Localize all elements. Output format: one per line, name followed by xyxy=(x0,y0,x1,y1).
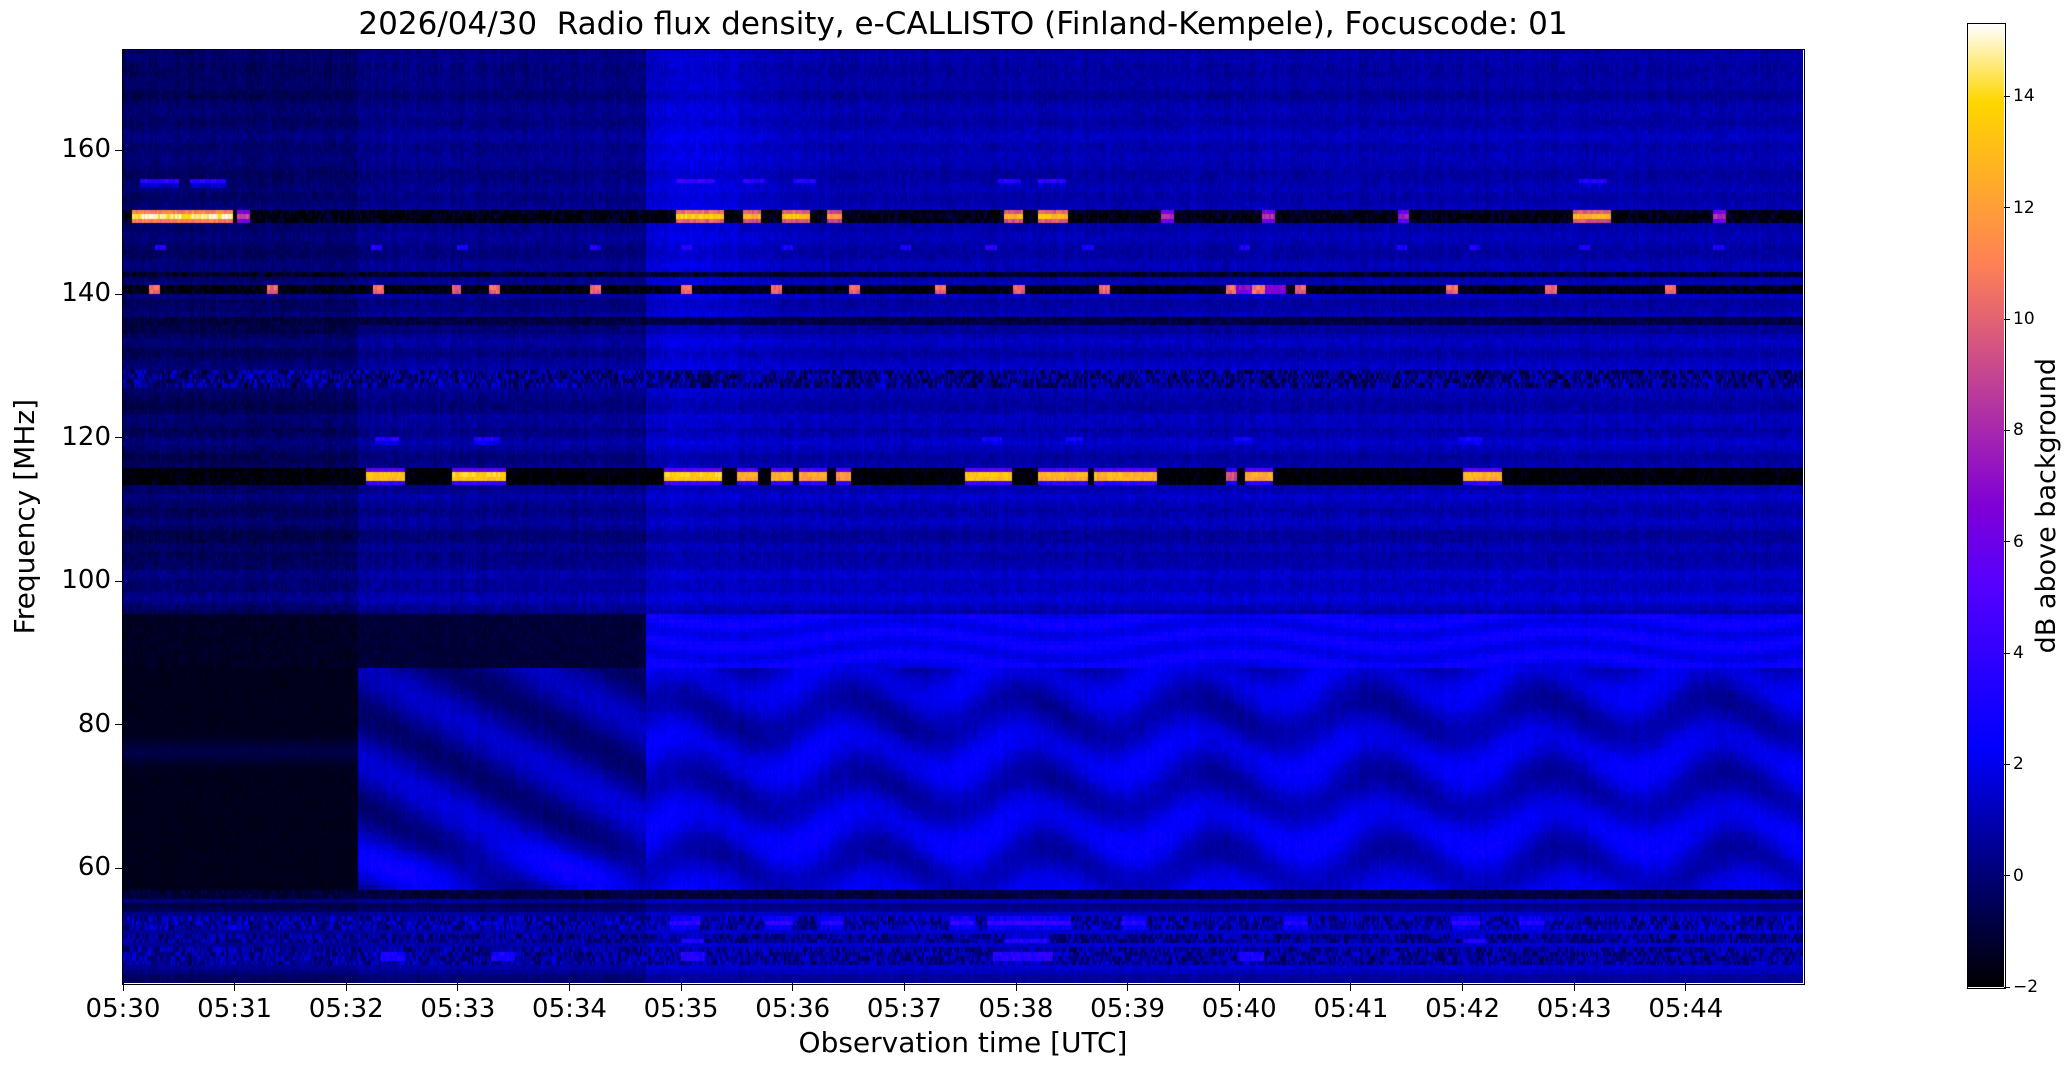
x-tick-label: 05:30 xyxy=(85,994,161,1024)
y-tick-mark xyxy=(115,149,123,151)
x-tick-mark xyxy=(903,983,905,991)
y-axis-label-wrap: Frequency [MHz] xyxy=(0,50,48,983)
y-tick-label: 140 xyxy=(61,278,111,308)
x-tick-label: 05:34 xyxy=(532,994,607,1024)
colorbar-tick-mark xyxy=(2004,207,2010,209)
y-tick-label: 60 xyxy=(77,852,111,883)
x-tick-label: 05:37 xyxy=(866,994,942,1024)
colorbar-canvas xyxy=(1968,24,2004,987)
x-axis-label: Observation time [UTC] xyxy=(798,1026,1128,1059)
x-tick-label: 05:38 xyxy=(978,994,1054,1024)
x-tick-label: 05:35 xyxy=(643,994,719,1024)
plot-title: 2026/04/30 Radio flux density, e-CALLIST… xyxy=(358,6,1568,42)
x-tick-label: 05:41 xyxy=(1313,994,1389,1024)
y-axis-label: Frequency [MHz] xyxy=(7,398,41,635)
x-tick-mark xyxy=(1573,983,1575,991)
x-tick-label: 05:39 xyxy=(1090,994,1166,1024)
y-tick-label: 80 xyxy=(77,708,111,739)
x-tick-mark xyxy=(1127,983,1129,991)
x-tick-mark xyxy=(792,983,794,991)
y-tick-label: 160 xyxy=(61,134,111,165)
x-tick-mark xyxy=(1350,983,1352,991)
x-tick-mark xyxy=(1015,983,1017,991)
y-tick-mark xyxy=(115,724,123,726)
x-tick-label: 05:40 xyxy=(1201,994,1277,1024)
colorbar-tick-mark xyxy=(2004,986,2010,988)
x-tick-mark xyxy=(457,983,459,991)
y-tick-label: 120 xyxy=(61,421,111,452)
x-tick-mark xyxy=(1462,983,1464,991)
x-tick-mark xyxy=(1238,983,1240,991)
colorbar-label-wrap: dB above background xyxy=(2026,24,2066,987)
x-tick-label: 05:32 xyxy=(308,994,384,1024)
colorbar-tick-mark xyxy=(2004,429,2010,431)
y-tick-mark xyxy=(115,867,123,869)
y-tick-mark xyxy=(115,293,123,295)
colorbar-tick-mark xyxy=(2004,318,2010,320)
colorbar-tick-mark xyxy=(2004,541,2010,543)
x-tick-mark xyxy=(122,983,124,991)
colorbar-tick-mark xyxy=(2004,763,2010,765)
x-tick-mark xyxy=(345,983,347,991)
x-tick-label: 05:33 xyxy=(420,994,496,1024)
x-tick-label: 05:31 xyxy=(197,994,273,1024)
x-tick-label: 05:42 xyxy=(1425,994,1500,1024)
spectrogram-canvas xyxy=(123,50,1803,983)
y-tick-mark xyxy=(115,437,123,439)
x-tick-label: 05:44 xyxy=(1648,994,1724,1024)
colorbar-label: dB above background xyxy=(2030,357,2062,654)
y-tick-label: 100 xyxy=(61,565,111,596)
colorbar-tick-mark xyxy=(2004,875,2010,877)
x-tick-mark xyxy=(569,983,570,991)
x-tick-label: 05:36 xyxy=(755,994,831,1024)
colorbar-tick-mark xyxy=(2004,652,2010,654)
y-tick-mark xyxy=(115,580,123,582)
x-tick-mark xyxy=(680,983,682,991)
x-tick-label: 05:43 xyxy=(1536,994,1612,1024)
x-tick-mark xyxy=(234,983,236,991)
colorbar-tick-mark xyxy=(2004,95,2010,97)
x-tick-mark xyxy=(1685,983,1687,991)
